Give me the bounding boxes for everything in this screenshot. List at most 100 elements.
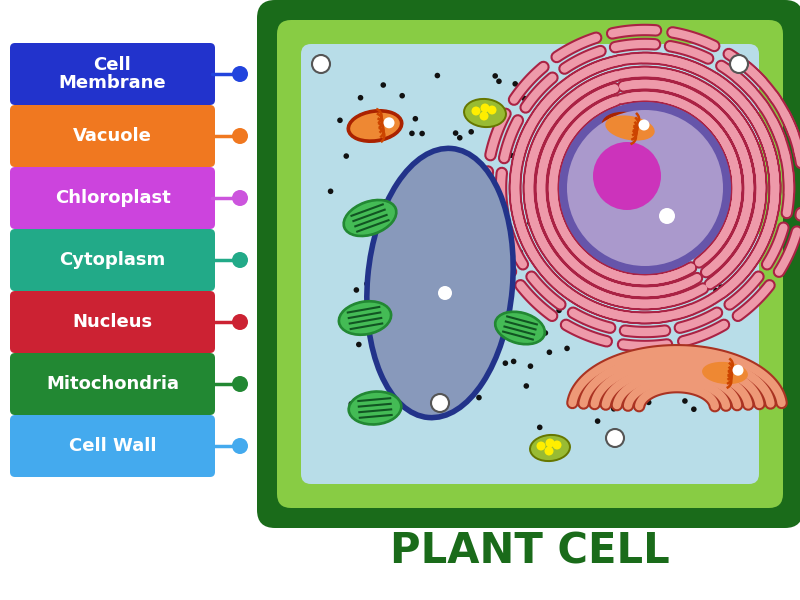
- Text: Cell
Membrane: Cell Membrane: [58, 56, 166, 92]
- Circle shape: [450, 395, 456, 401]
- Circle shape: [438, 169, 443, 175]
- Circle shape: [713, 288, 718, 293]
- Text: Vacuole: Vacuole: [73, 127, 152, 145]
- Circle shape: [666, 79, 672, 85]
- FancyBboxPatch shape: [10, 167, 215, 229]
- Circle shape: [639, 197, 645, 203]
- Circle shape: [337, 118, 342, 123]
- Circle shape: [624, 310, 630, 316]
- Circle shape: [638, 119, 650, 130]
- Circle shape: [474, 228, 479, 233]
- Circle shape: [409, 131, 414, 136]
- Circle shape: [527, 220, 533, 226]
- Circle shape: [567, 150, 573, 156]
- Circle shape: [730, 55, 748, 73]
- Circle shape: [492, 73, 498, 79]
- Text: Nucleus: Nucleus: [73, 313, 153, 331]
- FancyBboxPatch shape: [10, 415, 215, 477]
- Circle shape: [481, 103, 490, 113]
- Circle shape: [518, 141, 524, 146]
- Circle shape: [232, 314, 248, 330]
- Circle shape: [649, 90, 654, 95]
- FancyBboxPatch shape: [10, 291, 215, 353]
- Circle shape: [516, 167, 522, 173]
- Text: Mitochondria: Mitochondria: [46, 375, 179, 393]
- Circle shape: [487, 106, 497, 115]
- Circle shape: [438, 286, 452, 300]
- Circle shape: [523, 383, 529, 389]
- Circle shape: [354, 287, 359, 293]
- Circle shape: [471, 107, 481, 115]
- Circle shape: [691, 376, 697, 382]
- Ellipse shape: [343, 199, 397, 236]
- Circle shape: [399, 93, 405, 98]
- Ellipse shape: [702, 362, 748, 384]
- Text: Cytoplasm: Cytoplasm: [59, 251, 166, 269]
- Circle shape: [386, 302, 392, 308]
- Circle shape: [508, 152, 514, 158]
- Circle shape: [498, 257, 503, 263]
- Circle shape: [624, 124, 630, 129]
- Circle shape: [710, 74, 715, 80]
- Circle shape: [356, 342, 362, 347]
- Circle shape: [542, 330, 548, 336]
- Circle shape: [514, 168, 520, 174]
- Circle shape: [232, 128, 248, 144]
- Circle shape: [637, 127, 642, 133]
- Circle shape: [522, 95, 527, 101]
- Circle shape: [465, 220, 470, 225]
- Ellipse shape: [497, 313, 543, 343]
- Circle shape: [232, 438, 248, 454]
- FancyBboxPatch shape: [277, 20, 783, 508]
- Circle shape: [431, 394, 449, 412]
- FancyBboxPatch shape: [10, 43, 215, 105]
- Circle shape: [634, 372, 640, 377]
- Circle shape: [328, 188, 334, 194]
- Circle shape: [512, 81, 518, 86]
- Circle shape: [450, 234, 456, 239]
- Circle shape: [682, 398, 688, 404]
- Circle shape: [595, 418, 601, 424]
- Circle shape: [496, 79, 502, 84]
- FancyBboxPatch shape: [10, 353, 215, 415]
- Circle shape: [453, 130, 458, 136]
- Circle shape: [349, 401, 354, 407]
- Circle shape: [358, 95, 363, 101]
- Circle shape: [528, 364, 534, 369]
- Text: Cell Wall: Cell Wall: [69, 437, 156, 455]
- Circle shape: [590, 83, 596, 88]
- Circle shape: [506, 334, 512, 339]
- Circle shape: [383, 118, 394, 128]
- Circle shape: [493, 184, 498, 189]
- Circle shape: [537, 260, 542, 266]
- Circle shape: [447, 256, 453, 262]
- Circle shape: [476, 395, 482, 400]
- Circle shape: [457, 135, 462, 140]
- Circle shape: [664, 169, 670, 175]
- Circle shape: [659, 208, 675, 224]
- Ellipse shape: [602, 112, 658, 143]
- Circle shape: [511, 205, 517, 211]
- Circle shape: [556, 308, 562, 313]
- Circle shape: [707, 275, 713, 281]
- Circle shape: [559, 102, 731, 274]
- Circle shape: [581, 319, 586, 325]
- Circle shape: [545, 446, 554, 455]
- Circle shape: [662, 327, 668, 332]
- Ellipse shape: [531, 436, 569, 460]
- Ellipse shape: [350, 393, 400, 423]
- Circle shape: [434, 73, 440, 79]
- Circle shape: [646, 139, 651, 145]
- Ellipse shape: [345, 202, 395, 235]
- FancyBboxPatch shape: [257, 0, 800, 528]
- Circle shape: [546, 439, 554, 448]
- Circle shape: [703, 202, 709, 208]
- Circle shape: [232, 252, 248, 268]
- Circle shape: [733, 365, 743, 376]
- Circle shape: [493, 118, 498, 124]
- Ellipse shape: [463, 98, 507, 128]
- Text: Chloroplast: Chloroplast: [54, 189, 170, 207]
- Circle shape: [232, 376, 248, 392]
- Circle shape: [614, 207, 620, 212]
- Circle shape: [617, 223, 622, 229]
